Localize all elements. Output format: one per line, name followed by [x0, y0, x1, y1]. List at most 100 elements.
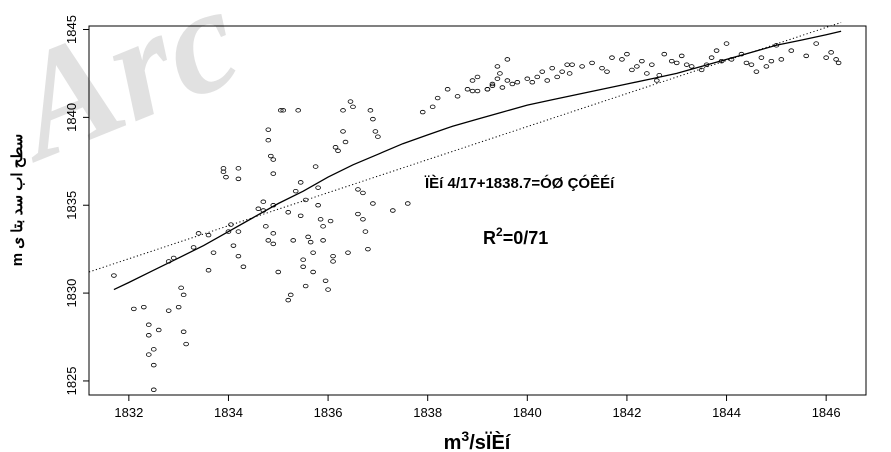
- data-point: [145, 322, 152, 327]
- data-point: [240, 264, 247, 269]
- regression-equation: ÏÈí 4/17+1838.7=ÓØ ÇÓÊÉí: [424, 174, 615, 192]
- data-point: [604, 69, 610, 74]
- r-squared-symbol: R: [483, 228, 496, 248]
- y-tick-label: 1845: [64, 15, 79, 44]
- data-point: [297, 180, 304, 185]
- data-point: [265, 127, 272, 132]
- data-point: [823, 55, 829, 60]
- data-point: [265, 238, 272, 243]
- data-point: [265, 138, 272, 143]
- data-point: [375, 134, 381, 139]
- data-point: [489, 83, 496, 88]
- data-point: [355, 187, 361, 192]
- x-tick-label: 1838: [413, 405, 442, 420]
- data-point: [763, 64, 770, 69]
- data-point: [429, 104, 436, 110]
- data-point: [654, 78, 660, 83]
- data-point: [372, 129, 379, 134]
- data-point: [260, 208, 267, 213]
- y-axis: 1825 1830 1835 1840 1845: [64, 15, 89, 395]
- data-point: [320, 238, 326, 243]
- data-point: [673, 60, 680, 66]
- data-point: [277, 108, 284, 113]
- y-tick-label: 1835: [64, 191, 79, 220]
- data-point: [499, 85, 506, 90]
- data-point: [788, 48, 795, 53]
- data-point: [624, 51, 630, 57]
- data-point: [589, 60, 595, 66]
- data-point: [539, 69, 546, 74]
- data-point: [297, 213, 304, 218]
- data-point: [661, 51, 668, 57]
- fitted-curve: [113, 30, 842, 291]
- data-point: [489, 81, 496, 87]
- data-point: [529, 80, 536, 85]
- data-point: [703, 62, 710, 67]
- data-point: [514, 80, 521, 85]
- data-point: [270, 241, 277, 247]
- data-point: [235, 166, 242, 171]
- data-point: [275, 269, 282, 275]
- data-point: [419, 109, 426, 115]
- data-point: [390, 208, 396, 213]
- data-point: [365, 246, 371, 252]
- data-point: [484, 87, 491, 92]
- x-tick-label: 1846: [812, 405, 841, 420]
- data-point: [155, 327, 162, 333]
- data-point: [718, 58, 725, 64]
- data-point: [362, 229, 369, 234]
- data-point: [444, 87, 451, 92]
- y-tick-label: 1840: [64, 103, 79, 132]
- data-point: [263, 224, 269, 229]
- data-point: [315, 203, 321, 208]
- data-point: [534, 74, 541, 80]
- data-point: [175, 304, 182, 310]
- data-point: [688, 64, 695, 69]
- data-point: [773, 43, 780, 48]
- data-point: [205, 232, 212, 238]
- data-point: [753, 69, 760, 74]
- data-point: [150, 347, 157, 352]
- data-point: [360, 190, 366, 196]
- data-point: [140, 304, 147, 310]
- data-point: [312, 164, 319, 169]
- x-axis-title-prefix: m: [444, 432, 462, 452]
- data-point: [332, 145, 339, 150]
- data-point: [150, 387, 157, 392]
- data-point: [270, 171, 277, 176]
- data-point: [813, 41, 819, 46]
- data-point: [340, 108, 346, 113]
- data-point: [111, 273, 117, 278]
- data-point: [205, 268, 212, 273]
- plot-frame: [88, 25, 867, 396]
- data-point: [454, 94, 461, 99]
- data-points: [111, 41, 842, 392]
- data-point: [178, 285, 184, 291]
- data-point: [464, 87, 471, 92]
- data-point: [474, 74, 481, 80]
- data-point: [683, 62, 690, 67]
- data-point: [280, 108, 287, 113]
- data-point: [768, 58, 775, 64]
- data-point: [828, 50, 834, 55]
- data-point: [370, 201, 376, 206]
- data-point: [678, 53, 685, 59]
- data-point: [305, 234, 311, 240]
- data-point: [549, 65, 556, 71]
- data-point: [335, 148, 341, 153]
- data-point: [223, 174, 229, 180]
- data-point: [350, 104, 356, 110]
- data-point: [270, 203, 277, 208]
- data-point: [235, 253, 242, 259]
- data-point: [494, 76, 501, 81]
- data-point: [474, 88, 481, 94]
- data-point: [833, 57, 839, 62]
- x-axis-title: m3/sÏÈí: [444, 428, 512, 452]
- x-axis: 1832 1834 1836 1838 1840 1842 1844 1846: [114, 395, 841, 420]
- data-point: [322, 278, 329, 283]
- x-tick-label: 1844: [712, 405, 741, 420]
- data-point: [524, 76, 531, 81]
- data-point: [569, 62, 575, 67]
- linear-trend-line: [88, 22, 842, 273]
- watermark: Arc: [0, 0, 261, 194]
